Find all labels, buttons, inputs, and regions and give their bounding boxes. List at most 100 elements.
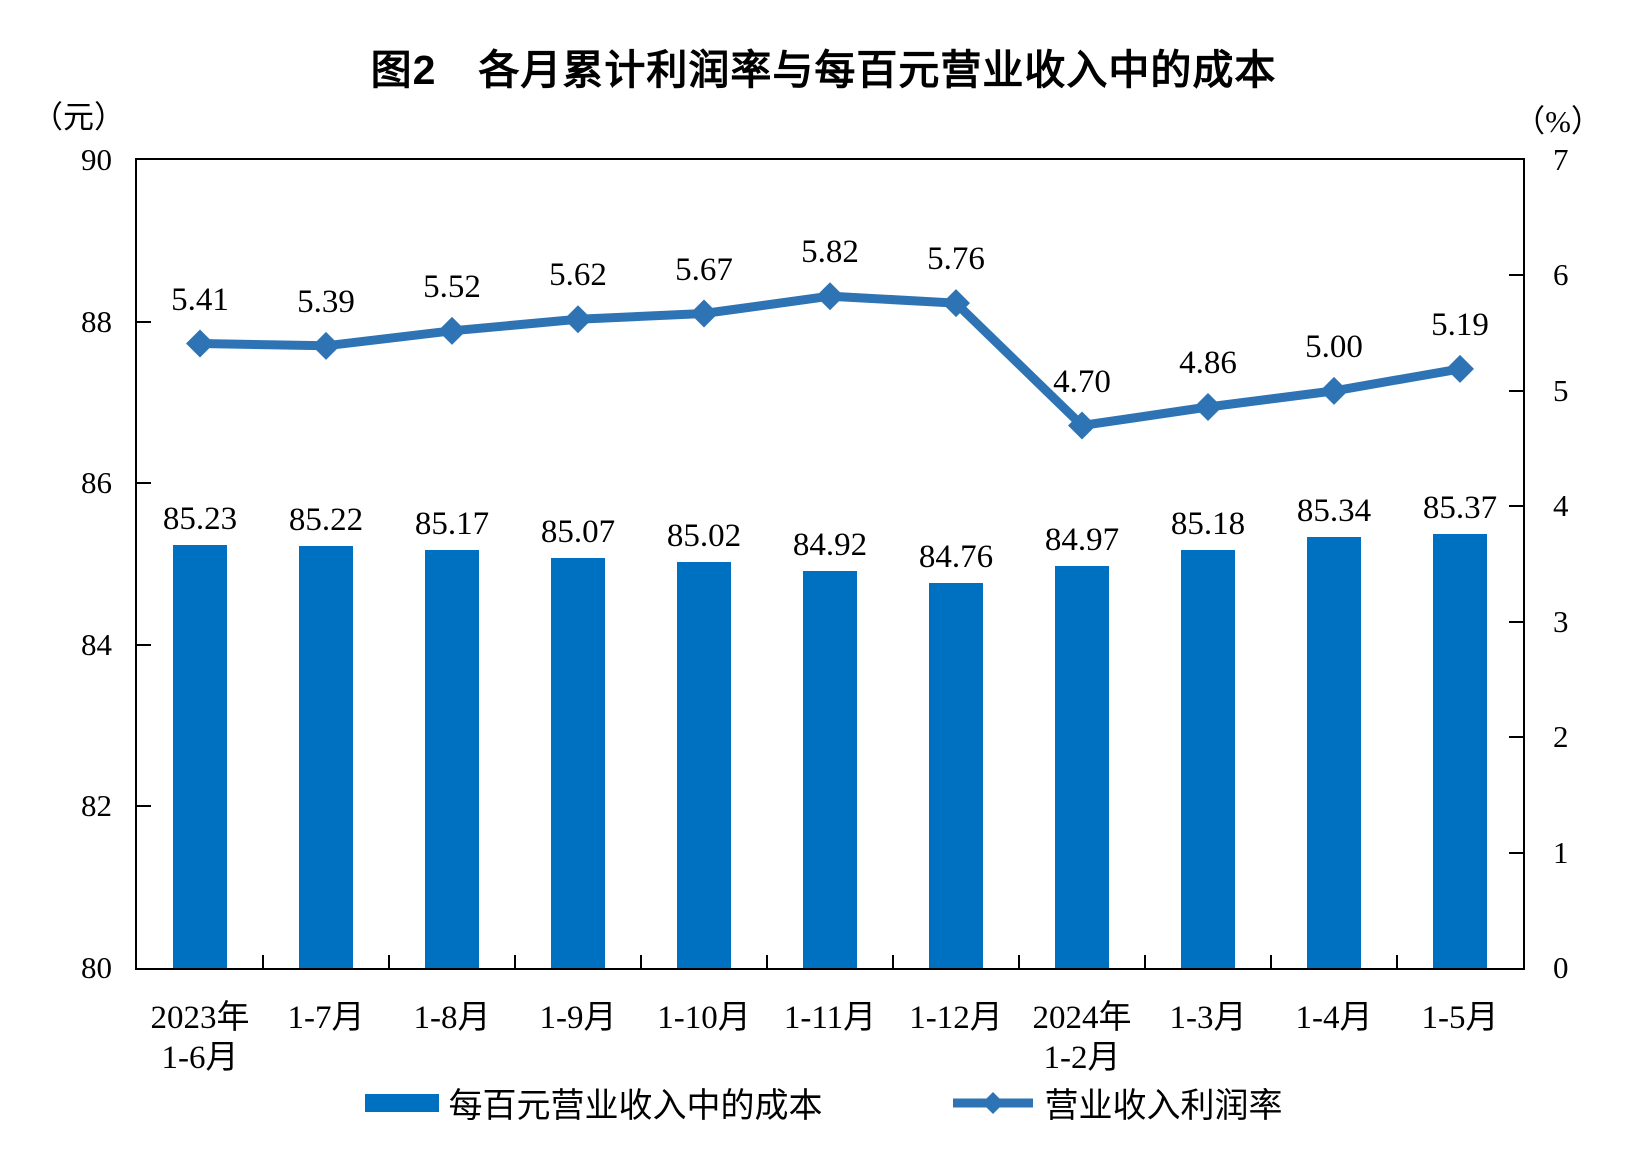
- left-axis-tick-label: 82: [81, 788, 112, 824]
- line-value-label: 5.00: [1305, 328, 1363, 365]
- x-axis-category-label: 2024年: [1032, 1000, 1132, 1036]
- right-axis-tick-label: 6: [1553, 257, 1569, 293]
- line-value-label: 5.82: [801, 234, 859, 271]
- line-value-label: 4.70: [1053, 363, 1111, 400]
- right-axis-tick: [1509, 851, 1523, 854]
- right-axis-tick: [1509, 736, 1523, 739]
- line-value-label: 5.62: [549, 257, 607, 294]
- right-axis-tick: [1509, 620, 1523, 623]
- x-axis-category-label: 2023年: [150, 1000, 250, 1036]
- left-axis-tick-label: 84: [81, 626, 112, 662]
- bar: [1055, 566, 1109, 968]
- bar: [677, 562, 731, 968]
- line-marker-diamond: [1068, 411, 1096, 440]
- left-axis-tick-label: 88: [81, 303, 112, 339]
- axis-ticks-layer: [137, 160, 1523, 968]
- x-axis-tick: [1018, 955, 1020, 968]
- left-axis-unit-label: （元）: [32, 100, 125, 135]
- x-axis-category-label: 1-5月: [1421, 1000, 1499, 1036]
- x-axis-tick: [262, 955, 264, 968]
- line-value-label: 5.39: [297, 283, 355, 320]
- line-marker-diamond: [1320, 376, 1348, 405]
- bar-swatch-icon: [364, 1093, 439, 1112]
- line-series: [186, 282, 1474, 440]
- x-axis-tick: [1144, 955, 1146, 968]
- bar: [803, 570, 857, 968]
- bar: [425, 550, 479, 968]
- right-axis-tick-label: 7: [1553, 142, 1569, 177]
- bar-value-label: 84.97: [1044, 522, 1120, 559]
- bar: [551, 558, 605, 968]
- chart-title: 图2 各月累计利润率与每百元营业收入中的成本: [370, 47, 1277, 93]
- bar-value-label: 85.34: [1296, 492, 1372, 529]
- bar-value-label: 84.92: [792, 526, 868, 563]
- x-axis-category-label: 1-9月: [539, 1000, 617, 1036]
- right-axis-tick: [1509, 274, 1523, 277]
- data-labels-layer: 85.23 85.22 85.17 85.07 85.02 84.92 84.76 84.97…: [137, 160, 1523, 968]
- left-axis-tick-label: 80: [81, 950, 112, 985]
- legend-item-cost: 每百元营业收入中的成本: [364, 1078, 823, 1127]
- x-axis-category-label: 1-7月: [287, 1000, 365, 1036]
- x-axis-category-label: 1-10月: [657, 1000, 751, 1036]
- line-marker-diamond: [816, 282, 844, 311]
- right-axis-tick-label: 5: [1553, 372, 1569, 408]
- bar-value-label: 85.22: [288, 502, 364, 539]
- left-axis-tick: [137, 320, 151, 323]
- left-axis-tick-label: 90: [81, 142, 112, 177]
- right-axis-tick: [1509, 505, 1523, 508]
- line-value-label: 5.41: [171, 281, 229, 318]
- x-axis-tick: [388, 955, 390, 968]
- right-axis-unit-label: （%）: [1514, 104, 1602, 139]
- line-marker-diamond: [1194, 393, 1222, 422]
- bar-value-label: 85.17: [414, 506, 490, 543]
- x-axis-labels: 2023年 1-6月 1-7月 1-8月 1-9月 1-10月 1-11月 1-12月 2024…: [137, 986, 1523, 1076]
- line-swatch-icon: [952, 1091, 1033, 1114]
- bar: [173, 545, 227, 968]
- x-axis-tick: [766, 955, 768, 968]
- x-axis-category-label-line2: 1-2月: [1043, 1040, 1121, 1076]
- legend: 每百元营业收入中的成本 营业收入利润率: [0, 1078, 1647, 1127]
- left-axis-tick: [137, 805, 151, 808]
- x-axis-tick: [514, 955, 516, 968]
- bar-value-label: 84.76: [918, 539, 994, 576]
- x-axis-category-label: 1-3月: [1169, 1000, 1247, 1036]
- bar: [1433, 534, 1487, 968]
- left-axis-tick: [137, 482, 151, 485]
- line-value-label: 5.76: [927, 241, 985, 278]
- x-axis-category-label: 1-4月: [1295, 1000, 1373, 1036]
- line-marker-diamond: [690, 299, 718, 328]
- legend-item-profit: 营业收入利润率: [951, 1078, 1283, 1127]
- bar: [1307, 536, 1361, 968]
- left-axis-tick: [137, 643, 151, 646]
- right-axis-tick-label: 2: [1553, 719, 1569, 755]
- line-marker-diamond: [186, 329, 214, 358]
- legend-label-profit: 营业收入利润率: [1044, 1088, 1283, 1125]
- bar-value-label: 85.23: [162, 501, 238, 538]
- bar-value-label: 85.37: [1422, 490, 1498, 527]
- right-axis-tick-label: 4: [1553, 488, 1569, 524]
- bar-value-label: 85.02: [666, 518, 742, 555]
- x-axis-category-label: 1-8月: [413, 1000, 491, 1036]
- x-axis-category-label-line2: 1-6月: [161, 1040, 239, 1076]
- line-marker-diamond: [564, 305, 592, 334]
- line-marker-diamond: [312, 331, 340, 360]
- x-axis-tick: [1270, 955, 1272, 968]
- line-value-label: 5.19: [1431, 306, 1489, 343]
- bar: [299, 546, 353, 968]
- right-axis-tick-label: 1: [1553, 834, 1569, 870]
- x-axis-tick: [892, 955, 894, 968]
- bar-value-label: 85.18: [1170, 505, 1246, 542]
- bar: [929, 583, 983, 968]
- x-axis-category-label: 1-12月: [909, 1000, 1003, 1036]
- right-axis-tick-label: 3: [1553, 603, 1569, 639]
- line-value-label: 4.86: [1179, 345, 1237, 381]
- x-axis-tick: [640, 955, 642, 968]
- bar: [1181, 549, 1235, 968]
- legend-label-cost: 每百元营业收入中的成本: [448, 1088, 823, 1125]
- right-axis-tick: [1509, 389, 1523, 392]
- right-axis-tick-labels: 7 6 5 4 3 2 1 0: [1553, 143, 1643, 985]
- right-axis-tick-label: 0: [1553, 950, 1569, 985]
- line-marker-diamond: [438, 316, 466, 345]
- line-marker-diamond: [1446, 354, 1474, 383]
- left-axis-tick-label: 86: [81, 465, 112, 501]
